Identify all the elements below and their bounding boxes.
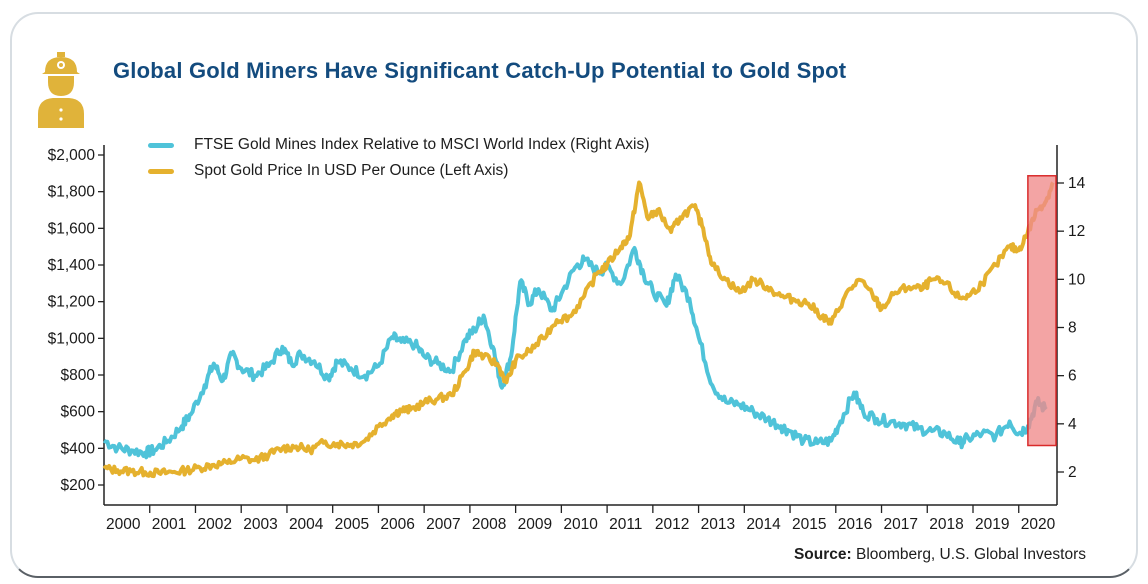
x-tick-label: 2001 bbox=[152, 516, 186, 533]
y-right-tick-label: 6 bbox=[1068, 368, 1077, 385]
y-right-tick-label: 8 bbox=[1068, 320, 1077, 337]
x-tick-label: 2013 bbox=[701, 516, 735, 533]
x-tick-label: 2000 bbox=[106, 516, 141, 533]
y-left-tick-label: $1,800 bbox=[48, 184, 96, 201]
x-tick-label: 2020 bbox=[1021, 516, 1056, 533]
y-left-tick-label: $600 bbox=[61, 404, 96, 421]
x-tick-label: 2008 bbox=[472, 516, 506, 533]
y-left-tick-label: $2,000 bbox=[48, 147, 96, 164]
legend-item-miners: FTSE Gold Mines Index Relative to MSCI W… bbox=[148, 132, 649, 158]
legend-swatch-gold bbox=[148, 168, 174, 174]
x-tick-label: 2010 bbox=[563, 516, 598, 533]
x-tick-label: 2007 bbox=[426, 516, 460, 533]
y-right-tick-label: 4 bbox=[1068, 416, 1077, 433]
x-tick-label: 2002 bbox=[197, 516, 231, 533]
x-tick-label: 2018 bbox=[929, 516, 963, 533]
series-line-miners bbox=[102, 246, 1048, 460]
y-left-tick-label: $1,000 bbox=[48, 330, 96, 347]
x-tick-label: 2017 bbox=[884, 516, 918, 533]
y-right-tick-label: 10 bbox=[1068, 271, 1086, 288]
legend-label-gold: Spot Gold Price In USD Per Ounce (Left A… bbox=[194, 162, 509, 179]
y-left-tick-label: $800 bbox=[61, 367, 96, 384]
y-left-tick-label: $1,200 bbox=[48, 294, 96, 311]
source-text: Bloomberg, U.S. Global Investors bbox=[851, 546, 1086, 563]
x-tick-label: 2006 bbox=[380, 516, 414, 533]
x-tick-label: 2015 bbox=[792, 516, 826, 533]
source-label: Source: bbox=[793, 546, 852, 563]
y-left-tick-label: $400 bbox=[61, 440, 96, 457]
x-tick-label: 2009 bbox=[518, 516, 552, 533]
x-tick-label: 2014 bbox=[746, 516, 781, 533]
y-left-tick-label: $1,400 bbox=[48, 257, 96, 274]
x-tick-label: 2019 bbox=[975, 516, 1009, 533]
x-tick-label: 2011 bbox=[609, 516, 642, 533]
legend-item-gold: Spot Gold Price In USD Per Ounce (Left A… bbox=[148, 158, 649, 184]
x-tick-label: 2004 bbox=[289, 516, 324, 533]
x-tick-label: 2016 bbox=[838, 516, 872, 533]
chart-card bbox=[10, 12, 1138, 578]
gold-miner-icon bbox=[38, 52, 84, 128]
x-tick-label: 2005 bbox=[335, 516, 369, 533]
legend-label-miners: FTSE Gold Mines Index Relative to MSCI W… bbox=[194, 136, 650, 153]
chart-legend: FTSE Gold Mines Index Relative to MSCI W… bbox=[148, 132, 649, 184]
highlight-box-2020 bbox=[1027, 175, 1057, 447]
y-right-tick-label: 2 bbox=[1068, 464, 1077, 481]
y-right-tick-label: 14 bbox=[1068, 175, 1086, 192]
series-line-gold bbox=[102, 180, 1055, 479]
y-left-tick-label: $200 bbox=[61, 477, 96, 494]
y-left-tick-label: $1,600 bbox=[48, 220, 96, 237]
y-right-tick-label: 12 bbox=[1068, 223, 1085, 240]
x-tick-label: 2012 bbox=[655, 516, 689, 533]
source-note: Source: Bloomberg, U.S. Global Investors bbox=[794, 546, 1086, 564]
x-tick-label: 2003 bbox=[243, 516, 277, 533]
chart-title: Global Gold Miners Have Significant Catc… bbox=[113, 58, 847, 83]
legend-swatch-miners bbox=[148, 142, 174, 148]
